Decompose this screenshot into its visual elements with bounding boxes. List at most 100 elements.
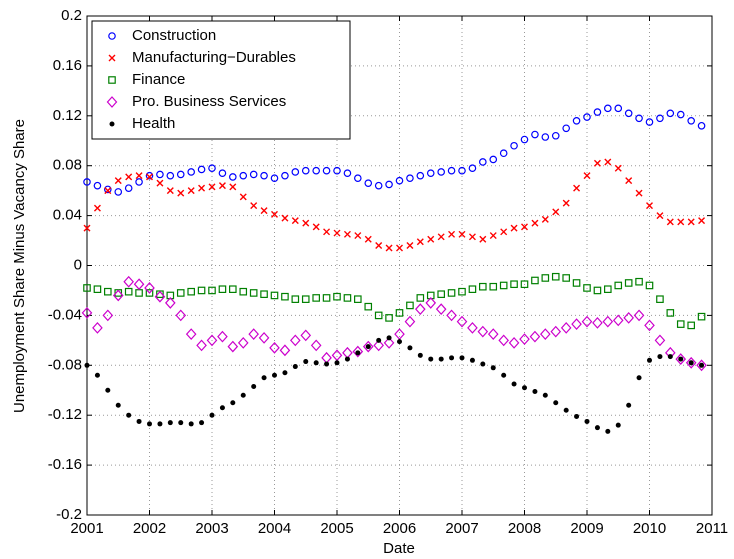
marker [260,207,268,215]
marker [469,357,475,363]
marker [633,309,645,322]
marker [102,309,114,322]
marker [456,315,468,328]
marker [675,353,687,365]
x-tick-label: 2007 [445,520,478,537]
marker [354,174,362,182]
marker [697,121,706,130]
marker [292,364,298,370]
marker [154,290,166,303]
marker [249,170,258,179]
marker [416,294,425,302]
marker [687,321,695,330]
marker [415,303,426,316]
marker [437,290,445,298]
legend-label: Pro. Business Services [132,93,286,110]
marker [176,170,185,179]
marker [479,235,487,243]
marker [126,412,132,418]
marker [395,176,404,185]
marker [281,214,289,222]
marker [678,356,684,362]
marker [563,407,569,413]
marker [83,178,91,186]
marker [178,420,184,426]
marker [144,282,155,294]
marker [373,339,384,352]
marker [635,114,643,123]
marker [83,284,91,292]
marker [365,344,371,350]
marker [93,204,101,212]
marker [604,158,612,166]
marker [291,168,300,176]
marker [626,402,632,408]
marker [185,328,197,341]
marker [115,402,121,408]
marker [167,420,173,426]
marker [542,392,548,398]
marker [386,335,392,341]
marker [551,272,560,281]
marker [240,392,246,398]
marker [81,307,93,319]
marker [383,336,395,349]
marker [198,184,206,192]
marker [624,279,633,287]
marker [490,365,496,371]
marker [208,183,216,191]
marker [375,242,383,250]
marker [177,189,185,197]
marker [406,301,414,310]
marker [508,336,520,349]
marker [300,329,312,342]
marker [406,174,414,182]
marker [324,361,330,367]
marker [291,217,299,225]
marker [435,303,447,316]
marker [407,345,413,351]
marker [519,333,530,345]
marker [437,168,445,176]
marker [479,282,487,291]
marker [239,193,247,201]
marker [251,384,257,390]
marker [571,318,582,331]
marker [396,244,403,252]
legend-label: Construction [132,27,216,44]
marker [581,315,593,328]
marker [333,166,341,175]
marker [551,131,560,140]
y-tick-label: 0 [74,256,82,273]
marker [187,168,195,176]
marker [657,354,663,360]
marker [104,287,112,296]
marker [364,179,373,187]
y-tick-label: -0.2 [56,506,82,523]
marker [218,169,227,177]
legend-label: Manufacturing−Durables [132,49,296,66]
marker [499,281,508,290]
marker [302,219,310,227]
marker [312,223,320,231]
marker [531,130,539,139]
marker [260,171,268,180]
marker [583,172,591,180]
x-tick-label: 2011 [696,520,728,537]
marker [344,356,350,362]
marker [343,169,352,177]
marker [562,274,570,282]
marker [550,325,562,338]
marker [532,388,538,394]
marker [696,359,707,372]
x-tick-label: 2004 [258,520,291,537]
marker [176,289,185,297]
marker [644,319,655,332]
marker [446,309,457,322]
marker [206,334,218,347]
marker [333,292,341,301]
x-tick-label: 2005 [320,520,353,537]
marker [449,355,455,361]
x-tick-label: 2003 [195,520,228,537]
marker [269,341,280,354]
